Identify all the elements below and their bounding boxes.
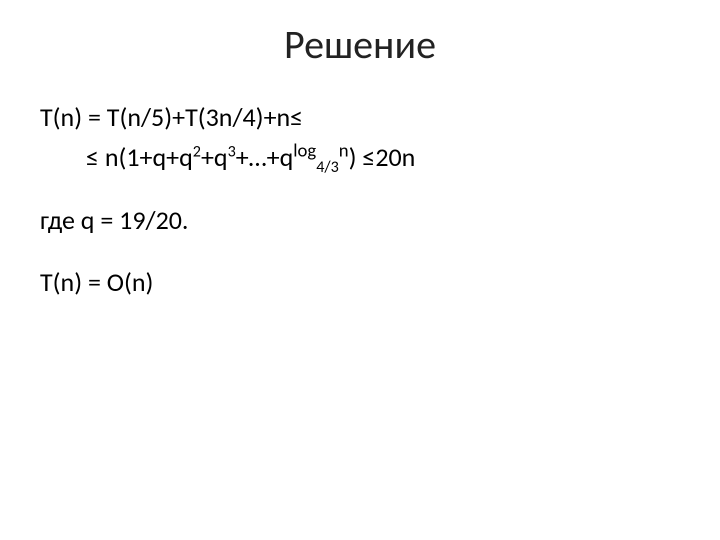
- slide-body: T(n) = T(n/5)+T(3n/4)+n≤ ≤ n(1+q+q2+q3+……: [0, 69, 720, 301]
- eq2-sup-3: 3: [228, 143, 236, 162]
- equation-line-1: T(n) = T(n/5)+T(3n/4)+n≤: [40, 99, 680, 135]
- eq2-log-sup: log: [293, 140, 316, 163]
- eq2-sup-2: 2: [193, 143, 201, 162]
- equation-line-4: T(n) = O(n): [40, 264, 680, 300]
- slide: Решение T(n) = T(n/5)+T(3n/4)+n≤ ≤ n(1+q…: [0, 0, 720, 540]
- eq2-mid2: +…+q: [236, 141, 294, 173]
- eq2-log-exponent: log4/3n: [293, 141, 348, 173]
- eq2-suffix: ) ≤20n: [349, 141, 416, 173]
- equation-line-3: где q = 19/20.: [40, 202, 680, 238]
- eq2-log-supn: n: [339, 140, 349, 163]
- slide-title: Решение: [0, 0, 720, 69]
- eq2-prefix: ≤ n(1+q+q: [86, 141, 193, 173]
- eq2-log-sub: 4/3: [316, 159, 339, 178]
- eq2-mid1: +q: [201, 141, 228, 173]
- equation-line-2: ≤ n(1+q+q2+q3+…+qlog4/3n) ≤20n: [40, 139, 680, 175]
